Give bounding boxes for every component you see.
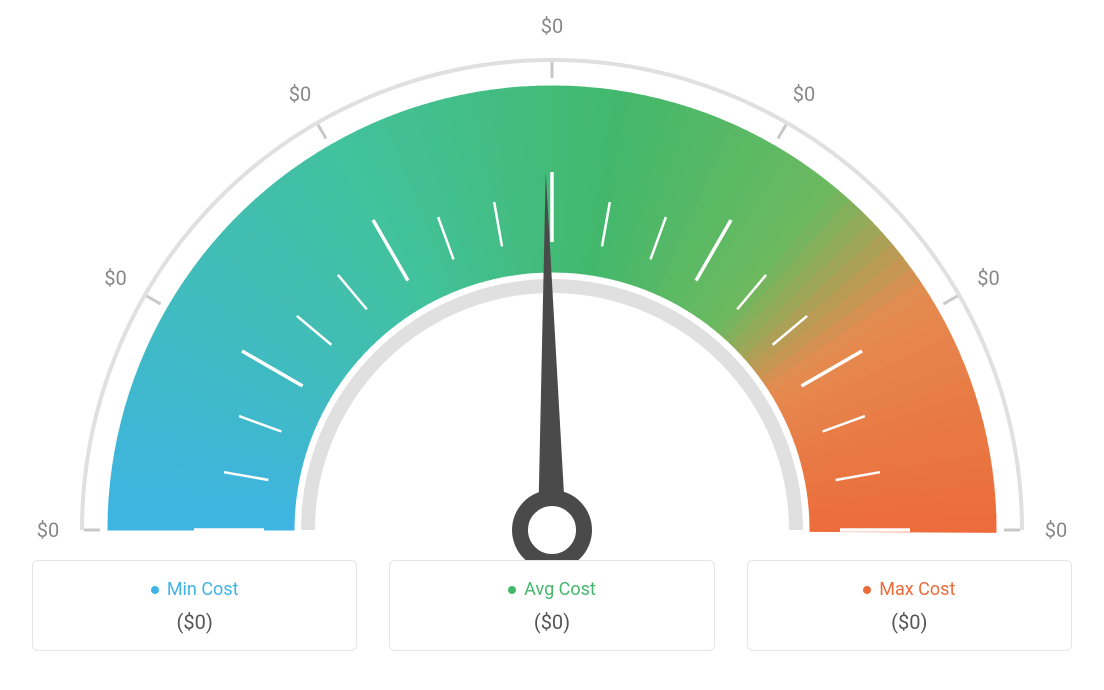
legend-dot-max [863,586,871,594]
gauge-tick-label: $0 [289,82,311,106]
gauge-tick-label: $0 [541,14,563,38]
gauge-wrapper: $0 $0 $0 $0 $0 $0 $0 [0,0,1104,560]
legend-dot-avg [508,586,516,594]
gauge-tick-label: $0 [37,518,59,542]
legend-value-max: ($0) [772,610,1047,634]
gauge-tick-label: $0 [977,266,999,290]
gauge-tick-label: $0 [1045,518,1067,542]
legend-label-max-text: Max Cost [879,579,955,600]
legend-label-max: Max Cost [772,579,1047,600]
gauge-tick-label: $0 [793,82,815,106]
cost-gauge-container: $0 $0 $0 $0 $0 $0 $0 Min Cost ($0) Avg Cost ($… [0,0,1104,690]
gauge-chart [0,0,1104,560]
legend-value-avg: ($0) [414,610,689,634]
legend-label-avg: Avg Cost [414,579,689,600]
gauge-tick-label: $0 [104,266,126,290]
legend-card-min: Min Cost ($0) [32,560,357,651]
legend-card-max: Max Cost ($0) [747,560,1072,651]
legend-value-min: ($0) [57,610,332,634]
legend-row: Min Cost ($0) Avg Cost ($0) Max Cost ($0… [0,560,1104,651]
legend-card-avg: Avg Cost ($0) [389,560,714,651]
legend-label-min-text: Min Cost [167,579,239,600]
legend-label-min: Min Cost [57,579,332,600]
legend-dot-min [151,586,159,594]
legend-label-avg-text: Avg Cost [524,579,596,600]
